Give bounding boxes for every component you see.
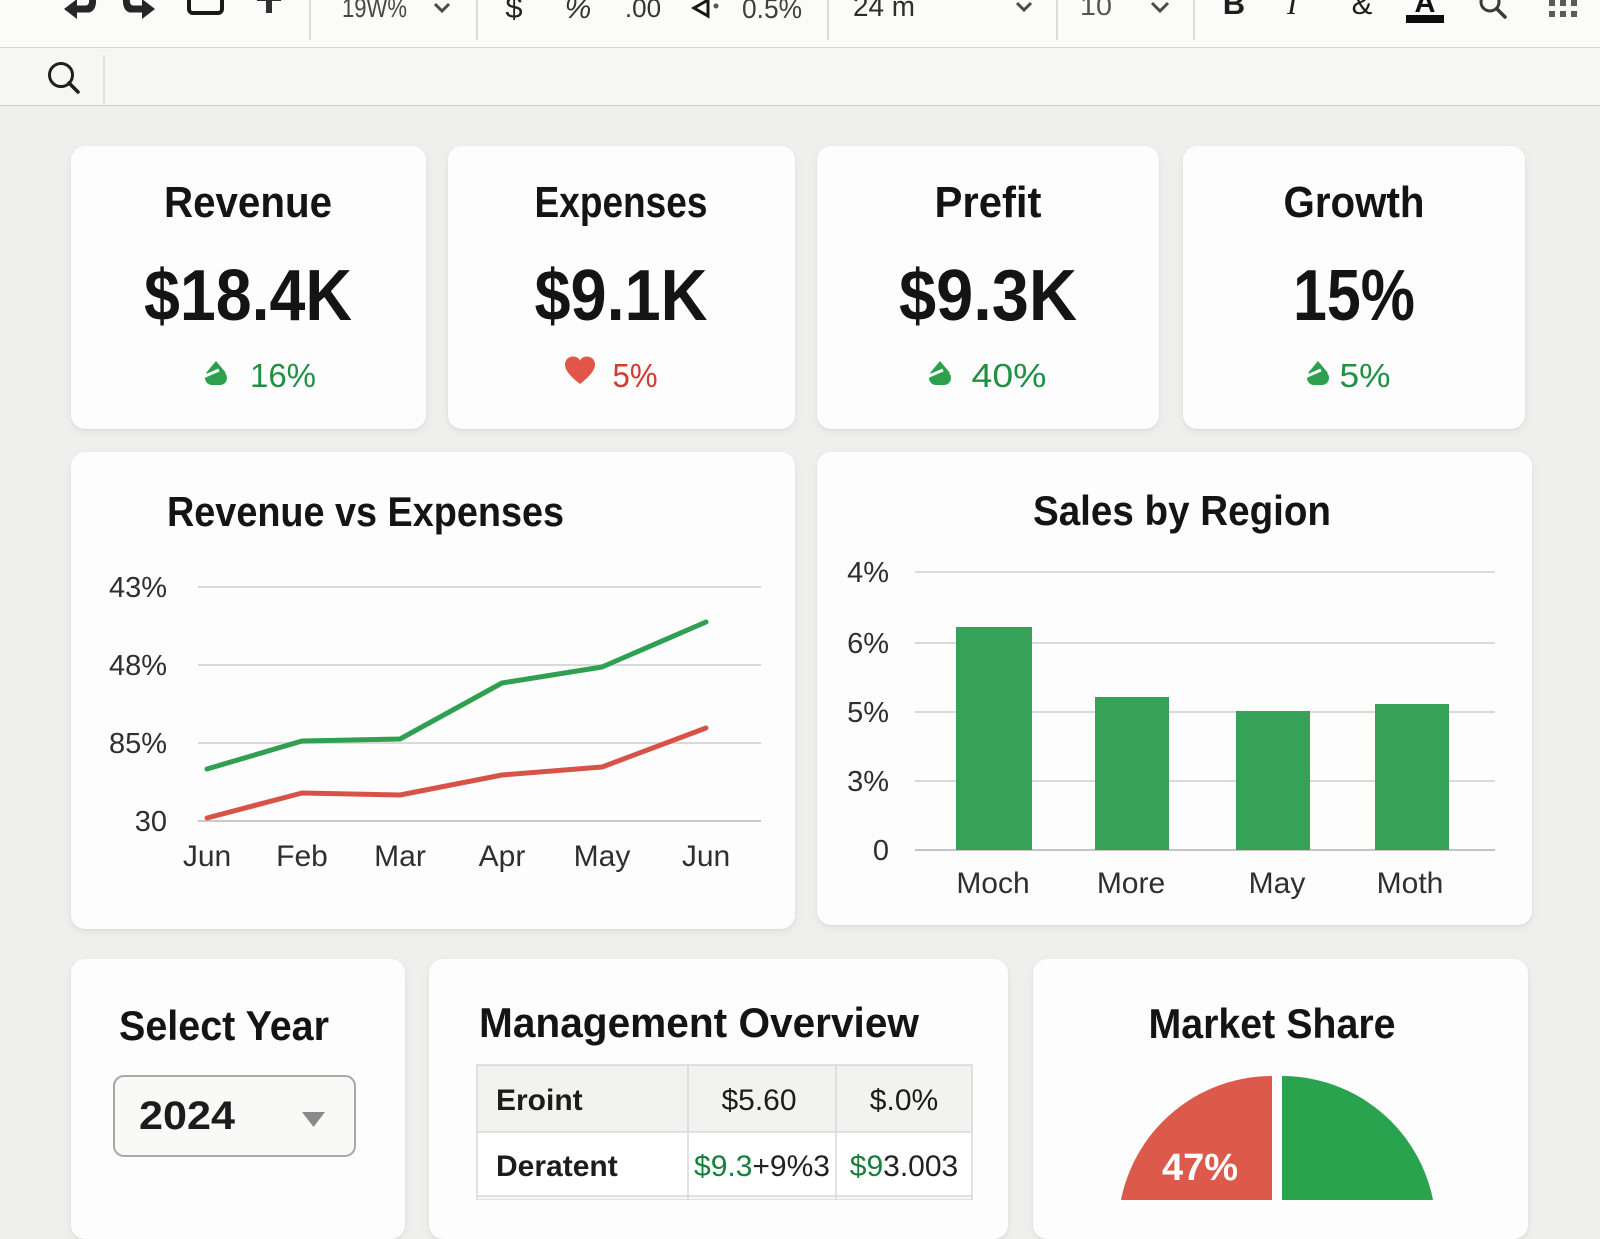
- svg-text:43%: 43%: [109, 572, 167, 604]
- svg-text:$5.60: $5.60: [721, 1084, 796, 1117]
- svg-text:Moth: Moth: [1377, 867, 1444, 900]
- svg-text:%: %: [565, 0, 592, 25]
- svg-text:16%: 16%: [250, 357, 316, 394]
- svg-text:$93.003: $93.003: [850, 1150, 958, 1183]
- svg-text:6%: 6%: [847, 628, 889, 660]
- svg-text:24 m: 24 m: [853, 0, 915, 23]
- svg-text:A: A: [1415, 0, 1436, 19]
- svg-text:85%: 85%: [109, 728, 167, 760]
- svg-text:$: $: [505, 0, 522, 25]
- svg-text:Moch: Moch: [956, 867, 1029, 900]
- svg-text:May: May: [1249, 867, 1306, 900]
- svg-text:$9.3+9%3: $9.3+9%3: [694, 1150, 830, 1183]
- svg-text:4%: 4%: [847, 557, 889, 589]
- svg-text:5%: 5%: [847, 697, 889, 729]
- svg-text:B: B: [1223, 0, 1245, 21]
- svg-text:Market Share: Market Share: [1149, 1000, 1396, 1047]
- svg-text:0: 0: [873, 835, 889, 867]
- svg-text:Feb: Feb: [276, 840, 328, 873]
- svg-text:Eroint: Eroint: [496, 1084, 583, 1117]
- svg-text:30: 30: [135, 806, 167, 838]
- svg-text:15%: 15%: [1293, 256, 1415, 336]
- svg-text:40%: 40%: [972, 357, 1047, 394]
- svg-text:10: 10: [1080, 0, 1112, 21]
- svg-text:19W%: 19W%: [342, 0, 407, 23]
- svg-text:0.5%: 0.5%: [742, 0, 802, 24]
- svg-text:Select Year: Select Year: [119, 1002, 329, 1049]
- svg-text:Management Overview: Management Overview: [479, 999, 919, 1046]
- svg-text:$18.4K: $18.4K: [144, 256, 352, 336]
- svg-text:Revenue vs Expenses: Revenue vs Expenses: [167, 488, 564, 535]
- svg-text:Jun: Jun: [682, 840, 730, 873]
- svg-text:2024: 2024: [139, 1094, 236, 1138]
- svg-text:5%: 5%: [1340, 357, 1391, 394]
- svg-text:I: I: [1286, 0, 1299, 21]
- svg-text:May: May: [574, 840, 631, 873]
- svg-text:.00: .00: [625, 0, 661, 23]
- svg-text:Prefit: Prefit: [935, 178, 1042, 227]
- svg-text:Apr: Apr: [479, 840, 526, 873]
- svg-text:Deratent: Deratent: [496, 1150, 618, 1183]
- svg-text:Growth: Growth: [1284, 178, 1425, 227]
- svg-text:48%: 48%: [109, 650, 167, 682]
- svg-text:Sales by Region: Sales by Region: [1033, 487, 1331, 534]
- svg-text:Jun: Jun: [183, 840, 231, 873]
- svg-text:Expenses: Expenses: [535, 178, 708, 227]
- svg-text:&: &: [1352, 0, 1373, 21]
- svg-text:47%: 47%: [1162, 1147, 1238, 1189]
- svg-text:Revenue: Revenue: [164, 178, 332, 227]
- svg-text:3%: 3%: [847, 766, 889, 798]
- svg-text:5%: 5%: [613, 357, 658, 394]
- svg-text:More: More: [1097, 867, 1165, 900]
- svg-text:$9.3K: $9.3K: [899, 256, 1077, 336]
- svg-text:$.0%: $.0%: [870, 1084, 938, 1117]
- svg-text:$9.1K: $9.1K: [535, 256, 708, 336]
- svg-text:Mar: Mar: [374, 840, 426, 873]
